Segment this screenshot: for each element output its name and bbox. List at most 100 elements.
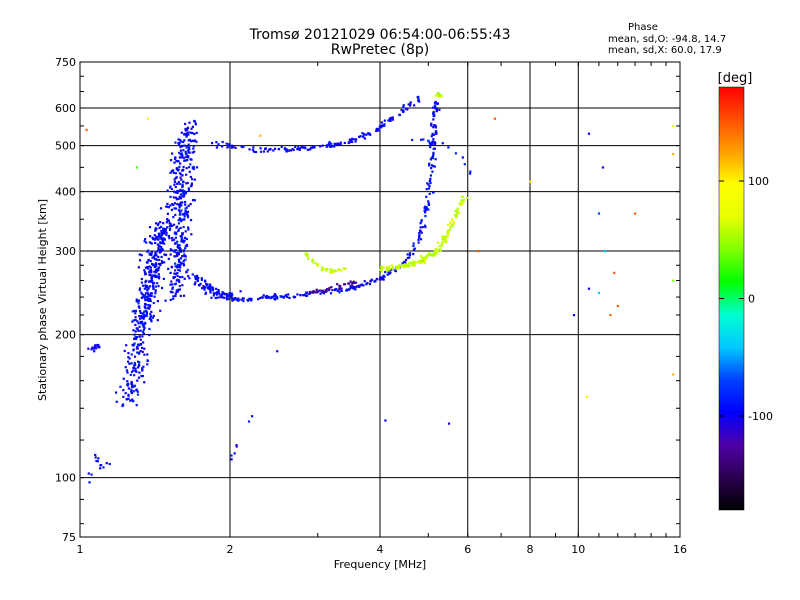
- scatter-point: [124, 366, 127, 369]
- scatter-point: [177, 209, 181, 212]
- scatter-point: [289, 149, 293, 152]
- scatter-point: [225, 142, 228, 145]
- scatter-point: [143, 287, 146, 290]
- scatter-point: [468, 172, 472, 175]
- scatter-point: [210, 141, 214, 145]
- scatter-point: [431, 141, 435, 144]
- scatter-point: [96, 345, 99, 348]
- scatter-point: [182, 225, 185, 229]
- scatter-point: [182, 264, 186, 267]
- scatter-point: [380, 121, 383, 124]
- y-tick-label: 200: [55, 329, 76, 342]
- scatter-point: [137, 352, 141, 355]
- scatter-point: [431, 170, 434, 173]
- scatter-point: [187, 151, 190, 154]
- scatter-point: [375, 127, 378, 131]
- scatter-point: [140, 296, 143, 299]
- scatter-point: [132, 385, 135, 388]
- scatter-point: [91, 346, 94, 349]
- scatter-point: [129, 373, 132, 376]
- scatter-point: [185, 182, 188, 185]
- scatter-point: [182, 192, 185, 195]
- scatter-point: [613, 271, 616, 274]
- scatter-point: [157, 235, 160, 238]
- scatter-point: [304, 147, 307, 150]
- scatter-point: [424, 225, 427, 229]
- scatter-point: [130, 362, 133, 365]
- scatter-point: [423, 209, 426, 212]
- scatter-point: [178, 151, 181, 154]
- scatter-point: [330, 142, 333, 145]
- scatter-point: [351, 137, 354, 140]
- scatter-point: [352, 280, 355, 283]
- scatter-point: [136, 360, 140, 363]
- axis-ticks: 1 2 4 6 8 10 16 75 100 200 300 400 500 600 750: [55, 56, 687, 556]
- scatter-point: [179, 145, 182, 149]
- scatter-point: [158, 275, 161, 278]
- scatter-point: [456, 212, 459, 215]
- scatter-point: [174, 272, 178, 276]
- scatter-point: [126, 380, 129, 383]
- scatter-point: [459, 203, 462, 207]
- scatter-point: [401, 263, 405, 267]
- scatter-point: [173, 180, 177, 184]
- scatter-point: [173, 183, 176, 186]
- scatter-point: [225, 296, 229, 299]
- scatter-point: [172, 295, 175, 298]
- scatter-point: [427, 200, 430, 203]
- scatter-point: [408, 264, 411, 267]
- scatter-point: [144, 321, 147, 324]
- scatter-point: [204, 292, 207, 295]
- scatter-point: [208, 283, 212, 286]
- scatter-point: [188, 146, 191, 149]
- scatter-point: [383, 275, 386, 278]
- scatter-point: [188, 121, 191, 124]
- scatter-point: [191, 139, 194, 142]
- scatter-point: [432, 138, 435, 141]
- scatter-point: [178, 288, 182, 291]
- scatter-point: [418, 259, 421, 263]
- scatter-point: [469, 170, 472, 173]
- scatter-point: [150, 251, 154, 254]
- scatter-point: [184, 230, 187, 233]
- scatter-point: [417, 95, 420, 99]
- scatter-point: [434, 158, 437, 161]
- scatter-point: [353, 287, 356, 290]
- scatter-point: [169, 298, 172, 301]
- scatter-point: [228, 292, 231, 295]
- scatter-point: [171, 236, 174, 240]
- scatter-point: [174, 236, 178, 239]
- scatter-point: [182, 180, 185, 183]
- scatter-point: [325, 269, 328, 272]
- scatter-point: [428, 142, 431, 145]
- scatter-point: [329, 292, 333, 295]
- scatter-point: [355, 285, 358, 289]
- scatter-point: [159, 225, 163, 229]
- scatter-point: [190, 233, 193, 236]
- scatter-point: [155, 270, 158, 273]
- scatter-point: [185, 270, 188, 274]
- scatter-point: [187, 149, 190, 152]
- scatter-point: [184, 207, 187, 210]
- scatter-point: [149, 316, 152, 319]
- scatter-point: [391, 116, 394, 119]
- scatter-point: [446, 236, 449, 239]
- scatter-point: [169, 195, 172, 198]
- scatter-point: [166, 189, 169, 192]
- scatter-point: [204, 279, 207, 282]
- scatter-point: [191, 131, 194, 135]
- scatter-point: [336, 142, 339, 145]
- scatter-point: [440, 243, 443, 246]
- scatter-point: [183, 122, 187, 126]
- scatter-point: [215, 141, 218, 144]
- scatter-point: [266, 296, 269, 299]
- scatter-point: [143, 326, 146, 329]
- scatter-point: [441, 142, 444, 145]
- scatter-point: [366, 132, 370, 135]
- scatter-point: [434, 130, 437, 134]
- scatter-point: [452, 220, 456, 223]
- scatter-point: [438, 248, 441, 251]
- x-tick-label: 4: [377, 543, 384, 556]
- scatter-point: [426, 182, 429, 185]
- scatter-point: [178, 195, 181, 198]
